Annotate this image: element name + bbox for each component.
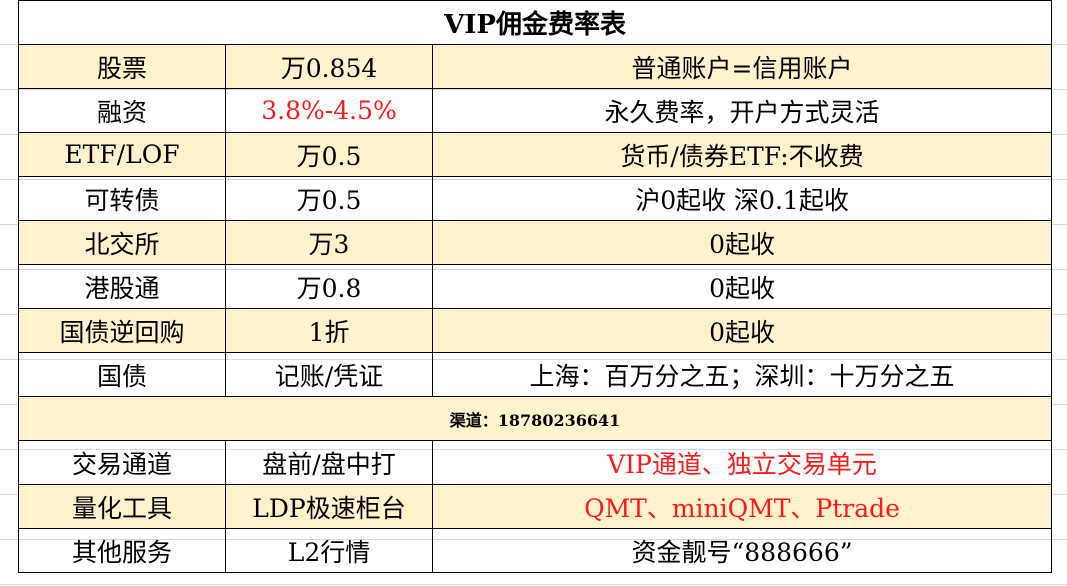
vip-commission-table: VIP佣金费率表 股票 万0.854 普通账户=信用账户 融资 3.8%-4.5% 永久… <box>17 0 1053 573</box>
row-name[interactable]: 可转债 <box>18 176 226 221</box>
table-row: 可转债 万0.5 沪0起收 深0.1起收 <box>18 176 1053 221</box>
row-name[interactable]: 股票 <box>18 44 226 89</box>
service-value[interactable]: 盘前/盘中打 <box>225 440 433 485</box>
service-name[interactable]: 量化工具 <box>18 484 226 529</box>
table-row: 国债 记账/凭证 上海：百万分之五；深圳：十万分之五 <box>18 352 1053 397</box>
row-rate[interactable]: 万0.5 <box>225 132 433 177</box>
service-value[interactable]: LDP极速柜台 <box>225 484 433 529</box>
row-note[interactable]: 0起收 <box>431 264 1053 309</box>
service-note[interactable]: QMT、miniQMT、Ptrade <box>431 484 1053 529</box>
service-note[interactable]: 资金靓号“888666” <box>431 528 1053 573</box>
row-note[interactable]: 货币/债券ETF:不收费 <box>431 132 1053 177</box>
row-rate[interactable]: 3.8%-4.5% <box>225 88 433 133</box>
sheet-gridlines <box>1050 0 1067 586</box>
row-note[interactable]: 0起收 <box>431 308 1053 353</box>
row-name[interactable]: 国债 <box>18 352 226 397</box>
row-note[interactable]: 上海：百万分之五；深圳：十万分之五 <box>431 352 1053 397</box>
table-title[interactable]: VIP佣金费率表 <box>17 0 1053 45</box>
table-row: 其他服务 L2行情 资金靓号“888666” <box>18 528 1053 573</box>
table-row: 国债逆回购 1折 0起收 <box>18 308 1053 353</box>
row-rate[interactable]: 记账/凭证 <box>225 352 433 397</box>
table-row: 股票 万0.854 普通账户=信用账户 <box>18 44 1053 89</box>
row-name[interactable]: 国债逆回购 <box>18 308 226 353</box>
row-name[interactable]: 融资 <box>18 88 226 133</box>
table-row: 港股通 万0.8 0起收 <box>18 264 1053 309</box>
table-row: 融资 3.8%-4.5% 永久费率，开户方式灵活 <box>18 88 1053 133</box>
row-name[interactable]: ETF/LOF <box>18 132 226 177</box>
table-row: ETF/LOF 万0.5 货币/债券ETF:不收费 <box>18 132 1053 177</box>
table-row: 渠道：18780236641 <box>17 396 1053 441</box>
table-row: 北交所 万3 0起收 <box>18 220 1053 265</box>
service-name[interactable]: 其他服务 <box>18 528 226 573</box>
row-note[interactable]: 0起收 <box>431 220 1053 265</box>
channel-contact[interactable]: 渠道：18780236641 <box>17 396 1053 441</box>
row-note[interactable]: 普通账户=信用账户 <box>431 44 1053 89</box>
row-rate[interactable]: 万0.854 <box>225 44 433 89</box>
service-name[interactable]: 交易通道 <box>18 440 226 485</box>
table-row: 交易通道 盘前/盘中打 VIP通道、独立交易单元 <box>18 440 1053 485</box>
row-note[interactable]: 永久费率，开户方式灵活 <box>431 88 1053 133</box>
row-rate[interactable]: 万0.8 <box>225 264 433 309</box>
row-rate[interactable]: 万0.5 <box>225 176 433 221</box>
table-row: 量化工具 LDP极速柜台 QMT、miniQMT、Ptrade <box>18 484 1053 529</box>
row-name[interactable]: 港股通 <box>18 264 226 309</box>
row-rate[interactable]: 1折 <box>225 308 433 353</box>
row-name[interactable]: 北交所 <box>18 220 226 265</box>
service-note[interactable]: VIP通道、独立交易单元 <box>431 440 1053 485</box>
row-rate[interactable]: 万3 <box>225 220 433 265</box>
service-value[interactable]: L2行情 <box>225 528 433 573</box>
row-note[interactable]: 沪0起收 深0.1起收 <box>431 176 1053 221</box>
